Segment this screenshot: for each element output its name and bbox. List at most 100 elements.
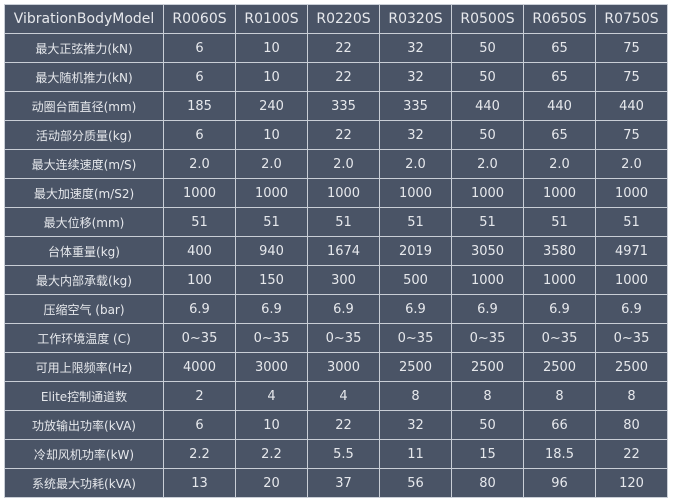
row-label: 最大连续速度(m/S): [4, 149, 164, 179]
cell: 0~35: [379, 323, 452, 353]
cell: 2019: [379, 236, 452, 266]
cell: 51: [523, 207, 596, 237]
cell: 51: [163, 207, 236, 237]
cell: 6.9: [163, 294, 236, 324]
cell: 75: [595, 33, 668, 63]
cell: 65: [523, 62, 596, 92]
cell: 65: [523, 120, 596, 150]
cell: 0~35: [451, 323, 524, 353]
cell: 2.0: [523, 149, 596, 179]
cell: 32: [379, 120, 452, 150]
row-label: 压缩空气 (bar): [4, 294, 164, 324]
row-label: 最大加速度(m/S2): [4, 178, 164, 208]
cell: 2.0: [379, 149, 452, 179]
table-row: 最大随机推力(kN) 6 10 22 32 50 65 75: [4, 62, 668, 92]
cell: 4971: [595, 236, 668, 266]
header-cell: R0750S: [595, 4, 668, 34]
cell: 11: [379, 439, 452, 469]
cell: 5.5: [307, 439, 380, 469]
row-label: 最大内部承载(kg): [4, 265, 164, 295]
cell: 2500: [595, 352, 668, 382]
cell: 10: [235, 410, 308, 440]
table-row: 最大加速度(m/S2) 1000 1000 1000 1000 1000 1000 1000: [4, 178, 668, 208]
header-cell: R0100S: [235, 4, 308, 34]
cell: 80: [595, 410, 668, 440]
cell: 335: [379, 91, 452, 121]
cell: 2500: [451, 352, 524, 382]
cell: 75: [595, 120, 668, 150]
cell: 6: [163, 33, 236, 63]
cell: 37: [307, 468, 380, 498]
cell: 10: [235, 62, 308, 92]
cell: 1674: [307, 236, 380, 266]
cell: 3580: [523, 236, 596, 266]
cell: 150: [235, 265, 308, 295]
cell: 22: [595, 439, 668, 469]
cell: 6.9: [523, 294, 596, 324]
cell: 80: [451, 468, 524, 498]
cell: 51: [451, 207, 524, 237]
cell: 0~35: [595, 323, 668, 353]
row-label: 冷却风机功率(kW): [4, 439, 164, 469]
cell: 51: [379, 207, 452, 237]
cell: 96: [523, 468, 596, 498]
table-row: 台体重量(kg) 400 940 1674 2019 3050 3580 4971: [4, 236, 668, 266]
row-label: 系统最大功耗(kVA): [4, 468, 164, 498]
cell: 2.2: [235, 439, 308, 469]
cell: 1000: [163, 178, 236, 208]
cell: 0~35: [163, 323, 236, 353]
header-cell: R0220S: [307, 4, 380, 34]
cell: 50: [451, 62, 524, 92]
cell: 940: [235, 236, 308, 266]
row-label: 可用上限频率(Hz): [4, 352, 164, 382]
cell: 120: [595, 468, 668, 498]
cell: 15: [451, 439, 524, 469]
cell: 8: [523, 381, 596, 411]
cell: 8: [451, 381, 524, 411]
cell: 440: [451, 91, 524, 121]
cell: 2.2: [163, 439, 236, 469]
row-label: 最大位移(mm): [4, 207, 164, 237]
header-row: VibrationBodyModel R0060S R0100S R0220S R032…: [4, 4, 668, 34]
cell: 1000: [379, 178, 452, 208]
cell: 6: [163, 120, 236, 150]
table-row: 系统最大功耗(kVA) 13 20 37 56 80 96 120: [4, 468, 668, 498]
cell: 1000: [307, 178, 380, 208]
table-row: 冷却风机功率(kW) 2.2 2.2 5.5 11 15 18.5 22: [4, 439, 668, 469]
cell: 300: [307, 265, 380, 295]
cell: 20: [235, 468, 308, 498]
row-label: 最大正弦推力(kN): [4, 33, 164, 63]
table-row: 动圈台面直径(mm) 185 240 335 335 440 440 440: [4, 91, 668, 121]
cell: 1000: [451, 265, 524, 295]
header-cell: R0500S: [451, 4, 524, 34]
cell: 6.9: [595, 294, 668, 324]
spec-table: VibrationBodyModel R0060S R0100S R0220S R032…: [4, 4, 668, 498]
cell: 6.9: [307, 294, 380, 324]
cell: 4: [235, 381, 308, 411]
cell: 3050: [451, 236, 524, 266]
cell: 1000: [523, 178, 596, 208]
cell: 66: [523, 410, 596, 440]
cell: 2: [163, 381, 236, 411]
cell: 10: [235, 120, 308, 150]
cell: 22: [307, 62, 380, 92]
cell: 51: [595, 207, 668, 237]
table-row: 活动部分质量(kg) 6 10 22 32 50 65 75: [4, 120, 668, 150]
table-row: 工作环境温度 (C) 0~35 0~35 0~35 0~35 0~35 0~35 0~35: [4, 323, 668, 353]
cell: 50: [451, 33, 524, 63]
cell: 1000: [235, 178, 308, 208]
header-cell: R0650S: [523, 4, 596, 34]
cell: 6.9: [379, 294, 452, 324]
cell: 100: [163, 265, 236, 295]
table-row: 功放输出功率(kVA) 6 10 22 32 50 66 80: [4, 410, 668, 440]
cell: 6: [163, 410, 236, 440]
cell: 335: [307, 91, 380, 121]
cell: 13: [163, 468, 236, 498]
cell: 3000: [235, 352, 308, 382]
cell: 440: [523, 91, 596, 121]
cell: 0~35: [235, 323, 308, 353]
cell: 6.9: [235, 294, 308, 324]
row-label: Elite控制通道数: [4, 381, 164, 411]
header-cell: R0320S: [379, 4, 452, 34]
